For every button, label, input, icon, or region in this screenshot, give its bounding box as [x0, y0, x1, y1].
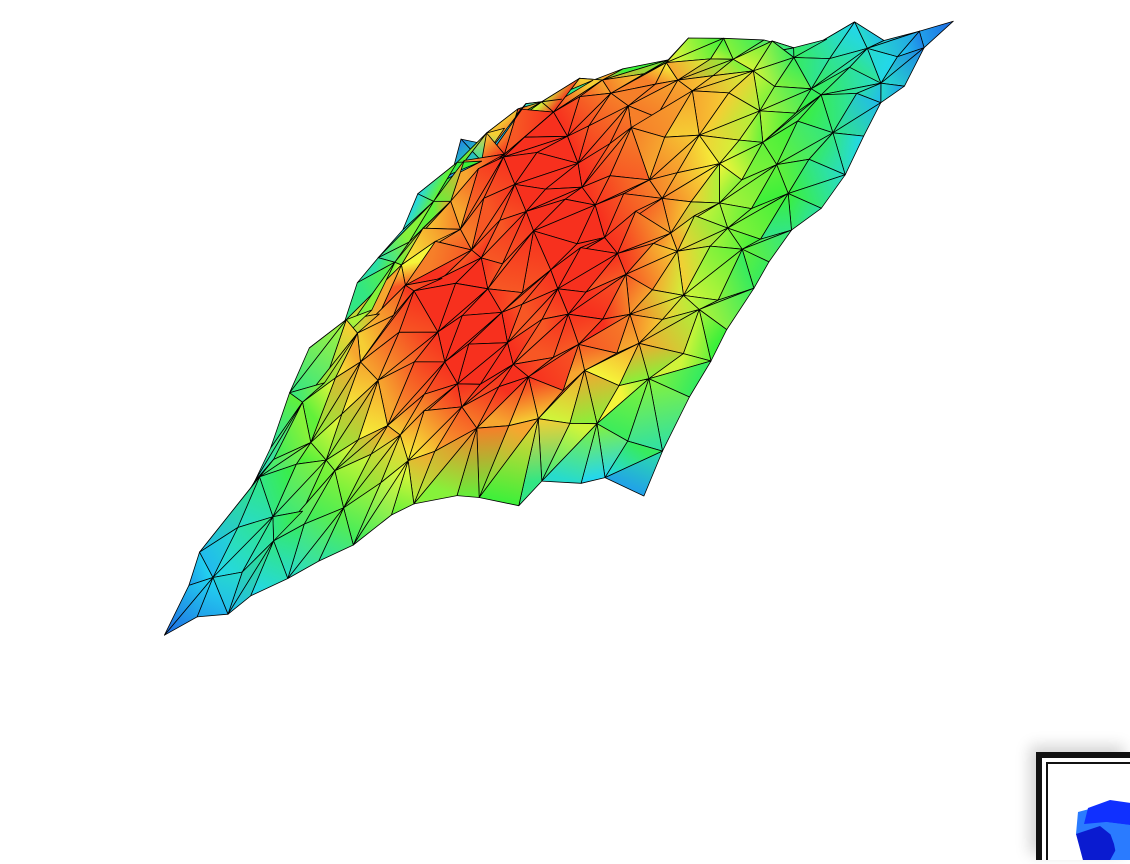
orientation-inset: [1036, 752, 1130, 860]
mesh-face: [352, 460, 409, 546]
mesh-face: [604, 450, 663, 497]
mesh-face: [918, 20, 954, 49]
mesh-face: [880, 82, 905, 104]
mesh-face: [413, 427, 478, 505]
mesh-face: [163, 577, 214, 636]
mesh-face: [227, 540, 275, 615]
orientation-inset-frame: [1046, 762, 1130, 860]
orientation-widget-facet: [1106, 822, 1130, 860]
mesh-face: [478, 418, 539, 507]
orientation-widget-facet: [1084, 800, 1130, 825]
mesh-face: [287, 507, 345, 579]
orientation-widget-facet: [1076, 826, 1120, 860]
mesh-face: [541, 423, 598, 484]
orientation-widget: [1076, 800, 1130, 860]
